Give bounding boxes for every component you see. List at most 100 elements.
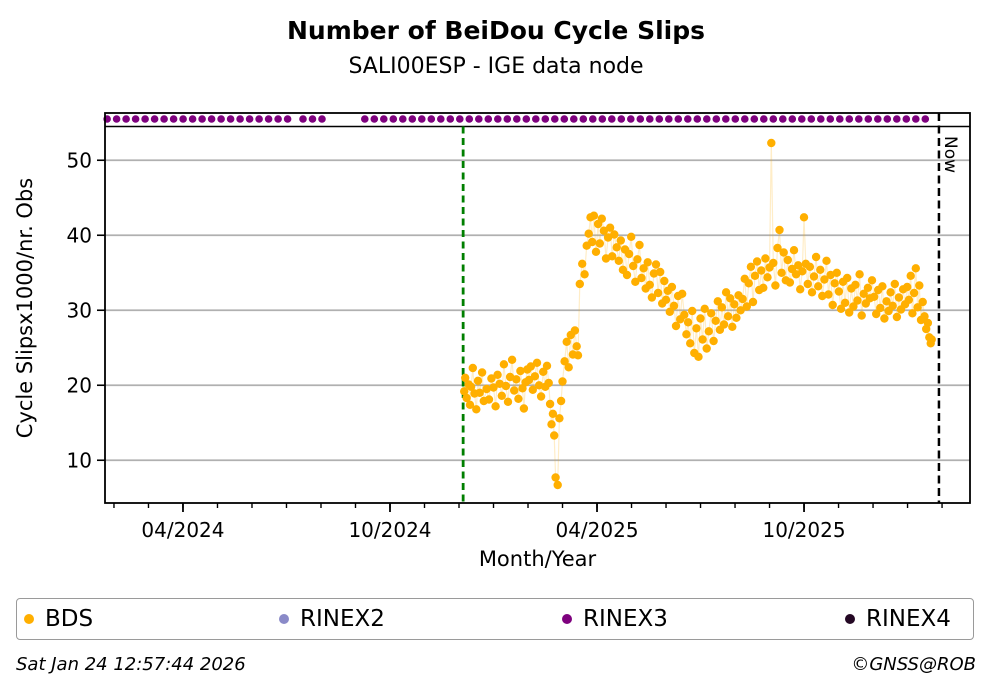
bds-point <box>616 236 625 245</box>
y-tick-label: 30 <box>67 298 92 322</box>
bds-point <box>759 283 768 292</box>
bds-point <box>539 367 548 376</box>
bds-point <box>516 366 525 376</box>
bds-point <box>647 293 657 302</box>
bds-point <box>696 314 705 323</box>
bds-point <box>544 378 553 388</box>
bds-point <box>671 321 681 331</box>
bds-point <box>688 306 697 316</box>
y-tick-label: 40 <box>67 223 92 247</box>
bds-point <box>707 309 716 318</box>
bds-marker-icon <box>24 613 34 624</box>
bds-point <box>730 300 739 309</box>
bds-point <box>532 358 542 367</box>
bds-point <box>624 249 634 259</box>
bds-point <box>878 282 887 291</box>
bds-point <box>757 266 766 275</box>
bds-point <box>849 302 858 311</box>
bds-point <box>785 278 795 287</box>
bds-point <box>773 243 782 253</box>
bds-point <box>882 297 891 306</box>
bds-point <box>627 232 636 241</box>
bds-point <box>497 391 506 400</box>
bds-point <box>869 292 879 301</box>
bds-point <box>461 373 470 382</box>
y-tick-label: 20 <box>67 373 92 397</box>
bds-point <box>700 304 709 313</box>
bds-point <box>915 281 924 290</box>
bds-point <box>643 258 652 267</box>
bds-point <box>918 297 927 307</box>
bds-point <box>738 294 747 304</box>
bds-point <box>863 283 873 292</box>
bds-point <box>767 138 776 148</box>
bds-point <box>484 395 494 404</box>
bds-point <box>809 272 819 281</box>
bds-point <box>605 223 615 232</box>
bds-point <box>906 271 915 280</box>
legend-label-bds: BDS <box>45 605 94 632</box>
bds-point <box>589 211 599 220</box>
bds-point <box>771 281 780 290</box>
legend-label-rinex2: RINEX2 <box>300 605 385 632</box>
bds-point <box>811 252 821 262</box>
bds-point <box>656 267 665 277</box>
bds-point <box>553 480 562 490</box>
bds-point <box>851 280 860 289</box>
bds-point <box>702 344 711 353</box>
bds-point <box>595 239 604 248</box>
bds-point <box>709 336 718 346</box>
x-axis-label: Month/Year <box>479 547 597 571</box>
bds-point <box>886 288 895 297</box>
bds-point <box>489 383 498 392</box>
bds-point <box>667 282 677 292</box>
bds-point <box>507 355 517 364</box>
bds-point <box>843 273 852 283</box>
bds-point <box>669 301 679 310</box>
bds-point <box>779 248 788 257</box>
bds-point <box>465 400 475 409</box>
bds-point <box>723 312 733 321</box>
bds-point <box>909 288 919 298</box>
bds-point <box>920 312 929 321</box>
bds-point <box>822 256 831 265</box>
chart-subtitle: SALI00ESP - IGE data node <box>348 54 644 79</box>
bds-point <box>761 254 770 263</box>
chart-svg: 10 20 30 40 50 04/2024 10/2024 04/2025 10/2025 Mo… <box>13 112 971 571</box>
bds-point <box>721 288 731 297</box>
bds-point <box>789 246 799 255</box>
x-tick-label: 04/2024 <box>141 518 224 542</box>
y-axis-label: Cycle Slipsx1000/nr. Obs <box>13 178 37 438</box>
bds-point <box>775 225 784 235</box>
bds-point <box>832 268 841 277</box>
bds-point <box>653 288 663 298</box>
bds-point <box>857 311 866 320</box>
y-tick-label: 50 <box>67 148 92 172</box>
bds-point <box>845 308 854 317</box>
bds-points <box>460 138 936 490</box>
bds-point <box>711 316 720 325</box>
bds-point <box>746 262 756 271</box>
bds-point <box>698 335 707 344</box>
bds-point <box>580 270 589 279</box>
rinex2-marker-icon <box>279 613 289 624</box>
bds-point <box>468 363 477 373</box>
bds-point <box>752 257 762 266</box>
bds-point <box>683 318 693 327</box>
bds-point <box>726 294 735 303</box>
bds-point <box>732 313 741 322</box>
bds-point <box>890 279 899 289</box>
bds-point <box>694 352 703 361</box>
bds-point <box>892 312 902 322</box>
bds-point <box>550 431 559 440</box>
bds-point <box>678 289 687 298</box>
bds-point <box>591 247 601 256</box>
bds-point <box>803 279 812 289</box>
bds-point <box>682 330 691 339</box>
bds-point <box>572 342 581 351</box>
bds-point <box>744 279 753 288</box>
bds-point <box>597 214 606 223</box>
legend-entry-rinex2: RINEX2 <box>279 599 385 638</box>
bds-point <box>548 409 558 418</box>
